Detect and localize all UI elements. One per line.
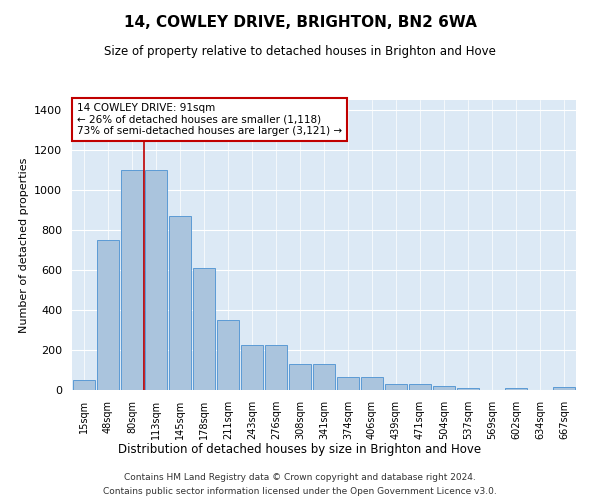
Bar: [265, 345, 287, 390]
Bar: [145, 170, 167, 390]
Bar: [241, 345, 263, 390]
Text: Contains HM Land Registry data © Crown copyright and database right 2024.: Contains HM Land Registry data © Crown c…: [124, 472, 476, 482]
Text: Size of property relative to detached houses in Brighton and Hove: Size of property relative to detached ho…: [104, 45, 496, 58]
Y-axis label: Number of detached properties: Number of detached properties: [19, 158, 29, 332]
Text: 14 COWLEY DRIVE: 91sqm
← 26% of detached houses are smaller (1,118)
73% of semi-: 14 COWLEY DRIVE: 91sqm ← 26% of detached…: [77, 103, 342, 136]
Bar: [169, 216, 191, 390]
Bar: [217, 320, 239, 390]
Bar: [289, 364, 311, 390]
Bar: [385, 384, 407, 390]
Bar: [73, 380, 95, 390]
Bar: [97, 240, 119, 390]
Bar: [409, 384, 431, 390]
Text: Distribution of detached houses by size in Brighton and Hove: Distribution of detached houses by size …: [118, 442, 482, 456]
Bar: [337, 377, 359, 390]
Text: 14, COWLEY DRIVE, BRIGHTON, BN2 6WA: 14, COWLEY DRIVE, BRIGHTON, BN2 6WA: [124, 15, 476, 30]
Bar: [193, 268, 215, 390]
Bar: [457, 388, 479, 390]
Bar: [361, 377, 383, 390]
Text: Contains public sector information licensed under the Open Government Licence v3: Contains public sector information licen…: [103, 488, 497, 496]
Bar: [553, 387, 575, 390]
Bar: [505, 388, 527, 390]
Bar: [433, 386, 455, 390]
Bar: [121, 170, 143, 390]
Bar: [313, 364, 335, 390]
